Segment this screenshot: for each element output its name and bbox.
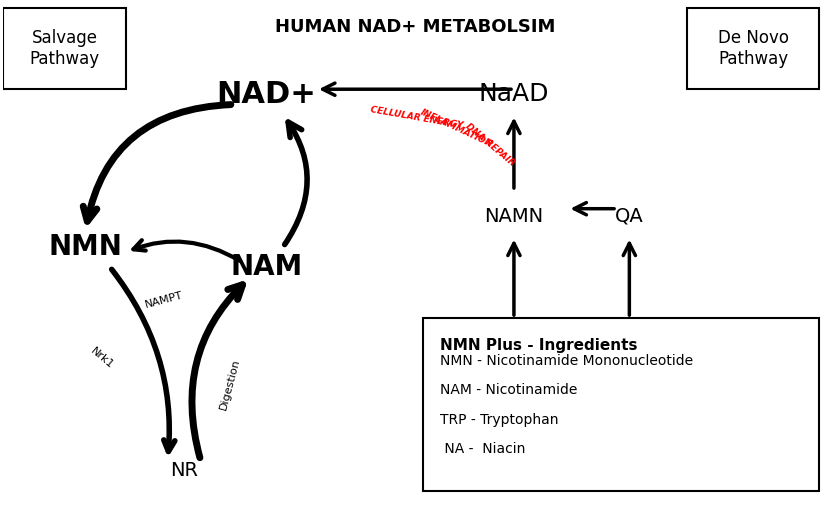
Text: NA: NA: [494, 326, 534, 351]
Text: NAMN: NAMN: [485, 207, 544, 226]
Text: Digestion: Digestion: [217, 357, 242, 411]
Text: DNA REPAIR: DNA REPAIR: [464, 121, 517, 168]
FancyArrowPatch shape: [285, 122, 307, 245]
Text: NA -  Niacin: NA - Niacin: [440, 442, 525, 456]
Text: Nrk1: Nrk1: [88, 346, 115, 371]
FancyArrowPatch shape: [112, 269, 175, 451]
Text: NR: NR: [170, 461, 198, 480]
Text: NMN: NMN: [48, 233, 122, 261]
Text: Salvage
Pathway: Salvage Pathway: [30, 29, 100, 68]
Text: NMN Plus - Ingredients: NMN Plus - Ingredients: [440, 338, 637, 353]
Text: NAM: NAM: [231, 253, 303, 281]
Text: NMN - Nicotinamide Mononucleotide: NMN - Nicotinamide Mononucleotide: [440, 354, 693, 368]
Text: HUMAN NAD+ METABOLSIM: HUMAN NAD+ METABOLSIM: [275, 18, 555, 36]
FancyBboxPatch shape: [687, 8, 819, 89]
FancyArrowPatch shape: [83, 104, 231, 221]
FancyBboxPatch shape: [2, 8, 126, 89]
Text: QA: QA: [615, 207, 644, 226]
FancyArrowPatch shape: [192, 285, 242, 457]
Text: De Novo
Pathway: De Novo Pathway: [717, 29, 788, 68]
Text: CELLULAR ENERGY: CELLULAR ENERGY: [369, 105, 463, 131]
FancyBboxPatch shape: [423, 318, 819, 491]
Text: TRP: TRP: [602, 326, 657, 351]
Text: INFLAMMATION: INFLAMMATION: [419, 107, 494, 149]
Text: TRP - Tryptophan: TRP - Tryptophan: [440, 413, 559, 427]
Text: NAMPT: NAMPT: [144, 290, 183, 310]
Text: NAM - Nicotinamide: NAM - Nicotinamide: [440, 383, 577, 397]
Text: NAD+: NAD+: [217, 80, 316, 109]
FancyArrowPatch shape: [134, 240, 240, 261]
Text: NaAD: NaAD: [479, 82, 549, 106]
